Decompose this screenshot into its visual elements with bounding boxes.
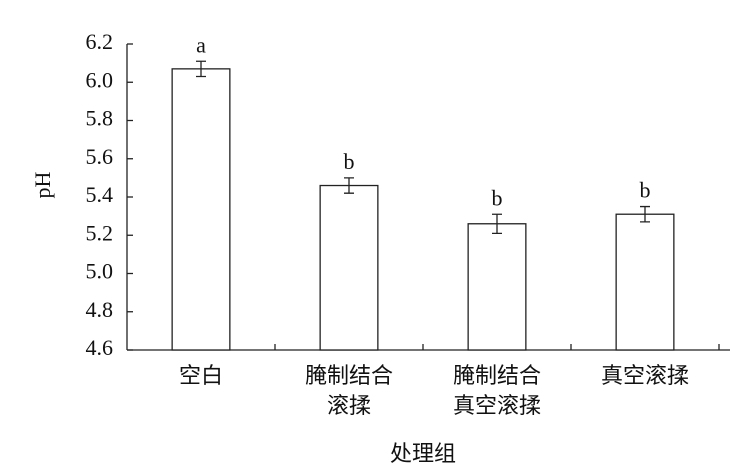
y-tick-label: 5.4	[86, 182, 114, 207]
x-tick-label: 腌制结合真空滚揉	[453, 363, 541, 418]
y-tick-label: 4.6	[86, 335, 114, 360]
x-tick-label: 空白	[179, 363, 223, 388]
y-tick-label: 5.8	[86, 106, 114, 131]
significance-letter: b	[640, 178, 651, 203]
bar	[319, 184, 379, 351]
bar	[171, 68, 231, 351]
y-tick-label: 6.0	[86, 67, 114, 92]
y-tick-label: 5.6	[86, 144, 114, 169]
x-tick-label: 真空滚揉	[601, 363, 689, 388]
x-tick-label: 腌制结合滚揉	[305, 363, 393, 418]
error-bar	[344, 177, 354, 194]
bar	[615, 213, 675, 351]
bar	[467, 223, 527, 351]
x-axis-label: 处理组	[390, 441, 456, 466]
significance-letter: b	[344, 149, 355, 174]
error-bar	[196, 60, 206, 78]
y-tick-label: 6.2	[86, 29, 114, 54]
y-tick-label: 5.0	[86, 259, 114, 284]
error-bar	[640, 205, 650, 223]
y-tick-label: 4.8	[86, 297, 114, 322]
significance-letter: b	[492, 185, 503, 210]
significance-letter: a	[196, 32, 206, 57]
y-tick-label: 5.2	[86, 220, 114, 245]
error-bar	[492, 213, 502, 234]
y-axis-label: pH	[30, 171, 55, 198]
